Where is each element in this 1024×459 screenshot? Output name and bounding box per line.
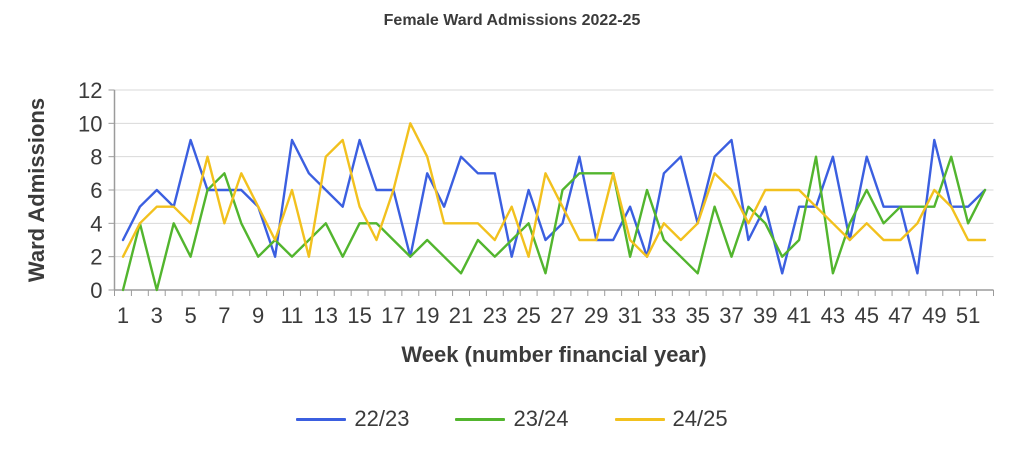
series-line-22-23 (121, 138, 987, 275)
x-tick-label: 47 (888, 303, 912, 328)
y-tick-label: 10 (78, 111, 102, 136)
x-tick-label: 1 (117, 303, 129, 328)
legend-swatch-2324 (455, 417, 506, 421)
chart-title: Female Ward Admissions 2022-25 (383, 12, 641, 29)
y-tick-label: 2 (90, 245, 102, 270)
y-axis-title: Ward Admissions (24, 97, 49, 283)
x-tick-label: 41 (787, 303, 811, 328)
x-tick-label: 37 (719, 303, 743, 328)
x-tick-label: 11 (281, 303, 304, 328)
legend-item-2324: 23/24 (455, 406, 569, 432)
x-tick-label: 33 (652, 303, 676, 328)
x-tick-label: 7 (218, 303, 230, 328)
legend-swatch-2223 (296, 417, 347, 421)
series-line-23-24 (121, 155, 987, 292)
x-tick-label: 51 (956, 303, 980, 328)
x-tick-label: 13 (314, 303, 338, 328)
x-tick-label: 21 (449, 303, 473, 328)
y-tick-label: 8 (90, 145, 102, 170)
x-tick-label: 9 (252, 303, 264, 328)
x-tick-label: 49 (922, 303, 946, 328)
x-tick-label: 39 (753, 303, 777, 328)
series-line-24-25 (121, 122, 987, 258)
x-tick-label: 5 (184, 303, 196, 328)
legend-label-2425: 24/25 (672, 406, 728, 431)
x-tick-label: 27 (550, 303, 574, 328)
x-tick-label: 45 (854, 303, 878, 328)
x-tick-label: 17 (381, 303, 405, 328)
legend-label-2324: 23/24 (513, 406, 569, 431)
legend: 22/23 23/24 24/25 (0, 406, 1024, 432)
x-tick-label: 3 (151, 303, 163, 328)
legend-item-2223: 22/23 (296, 406, 409, 432)
legend-label-2223: 22/23 (354, 406, 410, 431)
x-tick-label: 25 (516, 303, 540, 328)
x-tick-label: 31 (618, 303, 642, 328)
x-tick-label: 43 (821, 303, 845, 328)
x-tick-label: 19 (415, 303, 439, 328)
x-tick-label: 35 (685, 303, 709, 328)
y-tick-label: 0 (90, 278, 102, 303)
x-tick-label: 23 (483, 303, 507, 328)
legend-swatch-2425 (614, 417, 665, 421)
legend-item-2425: 24/25 (614, 406, 728, 432)
x-axis-title: Week (number financial year) (401, 342, 707, 367)
y-tick-label: 12 (78, 78, 102, 103)
y-tick-label: 6 (90, 178, 102, 203)
x-tick-label: 15 (347, 303, 371, 328)
y-tick-label: 4 (90, 211, 102, 236)
x-tick-label: 29 (584, 303, 608, 328)
